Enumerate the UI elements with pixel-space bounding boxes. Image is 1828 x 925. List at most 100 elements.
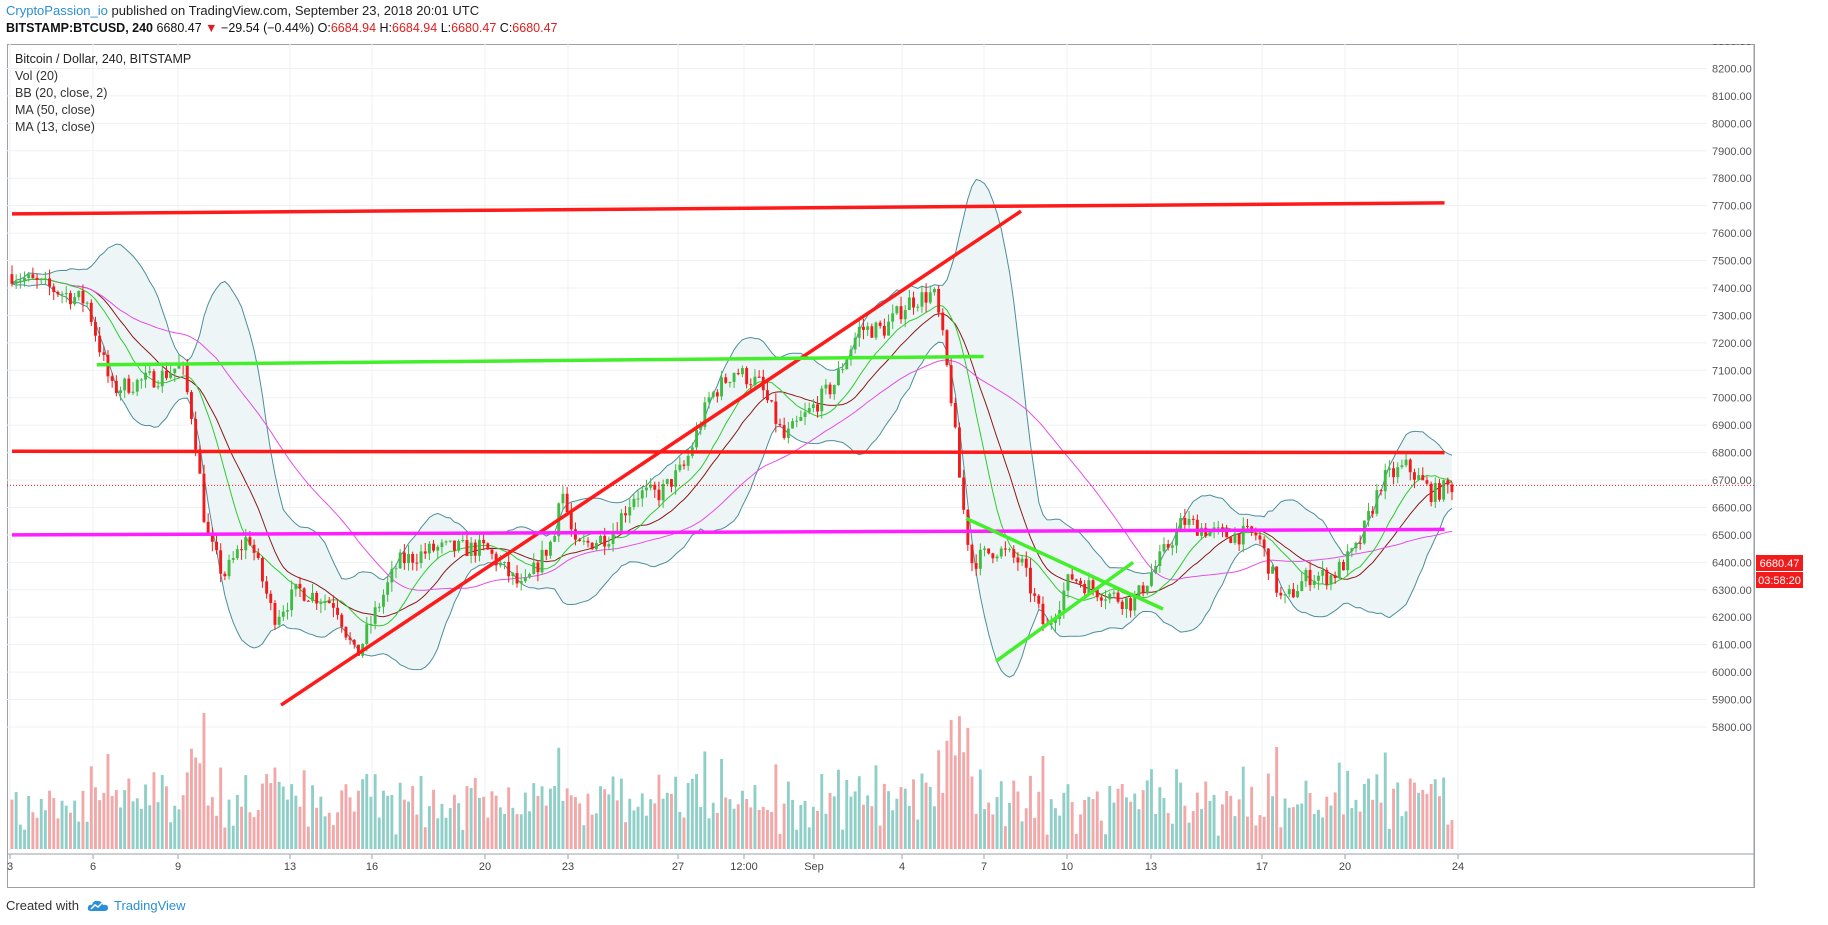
volume-bar (1129, 801, 1133, 849)
volume-bar (427, 806, 431, 849)
volume-bar (703, 751, 707, 849)
legend-item-ma13[interactable]: MA (13, close) (15, 120, 95, 134)
candle-body (791, 421, 794, 429)
volume-bar (1233, 816, 1237, 849)
volume-bar (732, 808, 736, 849)
volume-bar (1045, 834, 1049, 849)
candle-body (215, 541, 218, 551)
trend-drawings[interactable] (11, 201, 1445, 707)
volume-bar (1246, 816, 1249, 849)
x-tick-label-5: 20 (479, 861, 491, 873)
volume-bar (215, 815, 218, 849)
volume-bar (194, 757, 198, 849)
candle-body (882, 325, 886, 336)
y-tick-label-11: 6900.00 (1712, 420, 1752, 432)
candle-body (1404, 459, 1408, 466)
price-chart[interactable]: 5800.00 5900.00 6000.00 6100.00 6200.00 6300.… (7, 44, 1755, 888)
volume-bar (845, 780, 849, 849)
volume-bar (907, 805, 911, 849)
candle-body (820, 388, 824, 412)
open-value: 6684.94 (330, 21, 377, 35)
volume-bar (594, 813, 598, 849)
candle-body (386, 582, 390, 595)
volume-bar (1049, 799, 1053, 849)
volume-bar (106, 754, 110, 849)
candle-body (853, 337, 857, 350)
candle-body (498, 562, 502, 566)
drawing-triangle-5[interactable] (965, 516, 1164, 611)
tradingview-link[interactable]: TradingView (113, 898, 186, 913)
drawing-support-2[interactable] (11, 449, 1445, 455)
y-tick-label-16: 7400.00 (1712, 283, 1752, 295)
volume-bar (1379, 802, 1383, 849)
x-tick-label-8: 12:00 (730, 861, 758, 873)
volume-bar (402, 799, 406, 849)
candle-body (194, 418, 198, 450)
volume-bar (586, 793, 590, 849)
candle-body (1129, 598, 1133, 611)
volume-bar (357, 790, 360, 849)
candle-body (281, 611, 285, 617)
drawing-support-3[interactable] (96, 354, 984, 367)
volume-bar (231, 825, 235, 849)
volume-bar (240, 806, 243, 849)
x-tick-label-7: 27 (672, 861, 684, 873)
volume-bar (89, 766, 93, 849)
volume-bar (1104, 834, 1107, 849)
legend-item-volume[interactable]: Vol (20) (15, 69, 59, 83)
x-tick-label-14: 17 (1256, 861, 1268, 873)
volume-bar (820, 774, 824, 849)
volume-bar (1221, 804, 1224, 849)
volume-bar (1003, 826, 1007, 849)
candle-body (352, 639, 356, 645)
candle-body (60, 294, 64, 295)
volume-bar (966, 727, 970, 849)
volume-bar (1304, 780, 1308, 849)
candle-body (185, 365, 189, 393)
candle-body (1246, 525, 1249, 527)
volume-bar (916, 819, 920, 849)
volume-bar (958, 716, 961, 849)
author-link[interactable]: CryptoPassion_io (6, 3, 108, 18)
price-axis[interactable]: 5800.00 5900.00 6000.00 6100.00 6200.00 6300.… (1712, 44, 1755, 734)
volume-bar (749, 807, 753, 849)
tradingview-brand[interactable]: TradingView (87, 898, 186, 913)
y-tick-label-10: 6800.00 (1712, 448, 1752, 460)
candle-body (1425, 480, 1429, 484)
legend-item-bollinger[interactable]: BB (20, close, 2) (15, 86, 108, 100)
volume-bar (1066, 784, 1070, 849)
volume-bar (227, 799, 231, 849)
volume-bar (1216, 835, 1220, 849)
volume-bar (181, 795, 185, 849)
candle-body (210, 535, 214, 542)
countdown-tag-bg (1756, 572, 1803, 588)
volume-bar (862, 804, 865, 849)
candle-body (741, 368, 744, 375)
volume-bar (615, 800, 619, 849)
volume-bar (941, 792, 945, 849)
candle-body (423, 551, 427, 554)
legend-item-ma50[interactable]: MA (50, close) (15, 103, 95, 117)
drawing-support-4[interactable] (11, 527, 1445, 537)
volume-bar (415, 814, 419, 849)
drawing-resistance-0[interactable] (11, 201, 1445, 216)
volume-bar (1296, 804, 1299, 849)
volume-bar (277, 781, 281, 849)
candle-body (807, 408, 811, 413)
volume-bar (611, 776, 615, 849)
volume-bar (770, 812, 774, 849)
time-axis[interactable]: 3 6 9 13 16 20 23 27 12:00 Sep 4 7 10 13 17 20 24 (7, 854, 1464, 873)
volume-bar (102, 792, 106, 849)
drawing-triangle-6[interactable] (995, 560, 1135, 663)
candle-body (1371, 510, 1375, 514)
volume-bar (653, 803, 657, 849)
volume-bar (490, 791, 494, 849)
candle-body (457, 541, 461, 551)
drawing-trend-1[interactable] (280, 209, 1022, 707)
candle-body (1446, 480, 1450, 485)
chart-border (7, 44, 1755, 888)
volume-bar (319, 796, 323, 849)
candle-body (528, 574, 531, 578)
candle-body (920, 292, 924, 307)
volume-bar (978, 769, 982, 849)
